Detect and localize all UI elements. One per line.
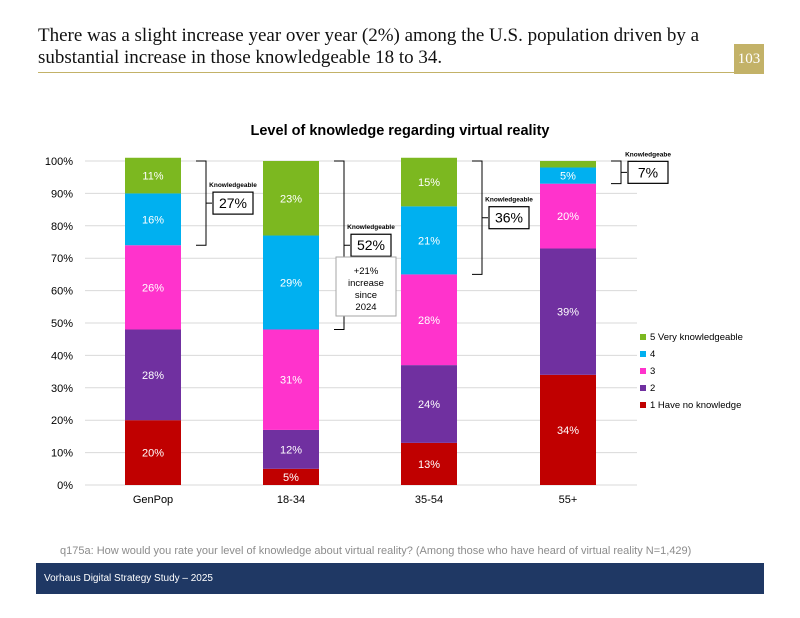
- page-number: 103: [734, 44, 764, 74]
- annotation-line-2: increase: [348, 278, 384, 289]
- legend-label: 2: [650, 383, 655, 394]
- data-label: 39%: [557, 307, 579, 319]
- data-label: 5%: [283, 472, 299, 484]
- bracket: [611, 160, 627, 185]
- legend-label: 4: [650, 349, 655, 360]
- bar-segment: [263, 329, 319, 430]
- legend-swatch: [640, 402, 646, 408]
- bar-segment: [263, 468, 319, 485]
- knowledgeable-value-box: [212, 191, 254, 215]
- data-label: 12%: [280, 444, 302, 456]
- annotation-line-1: +21%: [354, 266, 379, 277]
- y-tick-label: 90%: [51, 188, 73, 200]
- bar-segment: [540, 167, 596, 184]
- data-label: 21%: [418, 235, 440, 247]
- data-label: 16%: [142, 214, 164, 226]
- data-label: 15%: [418, 177, 440, 189]
- data-label: 28%: [142, 370, 164, 382]
- x-tick-label: 18-34: [277, 494, 305, 506]
- y-tick-label: 50%: [51, 318, 73, 330]
- data-label: 29%: [280, 278, 302, 290]
- question-footnote: q175a: How would you rate your level of …: [60, 545, 692, 557]
- knowledgeable-label: Knowledgeabe: [625, 151, 671, 158]
- legend-swatch: [640, 385, 646, 391]
- data-label: 23%: [280, 193, 302, 205]
- knowledgeable-value: 52%: [357, 237, 385, 253]
- data-label: 31%: [280, 375, 302, 387]
- legend-swatch: [640, 334, 646, 340]
- legend-swatch: [640, 368, 646, 374]
- headline-divider: [38, 72, 734, 73]
- annotation-box: [335, 256, 397, 317]
- data-label: 24%: [418, 399, 440, 411]
- x-tick-label: GenPop: [133, 494, 173, 506]
- data-label: 5%: [560, 171, 576, 183]
- y-tick-label: 80%: [51, 221, 73, 233]
- y-axis-ticks: 0% 10% 20% 30% 40% 50% 60% 70% 80% 90% 100%: [45, 156, 73, 492]
- y-tick-label: 100%: [45, 156, 73, 168]
- y-tick-label: 0%: [57, 480, 73, 492]
- bracket: [196, 160, 212, 246]
- bar-segment: [540, 374, 596, 485]
- bracket: [472, 160, 488, 275]
- slide-headline: There was a slight increase year over ye…: [38, 25, 700, 68]
- data-label: 13%: [418, 459, 440, 471]
- x-tick-label: 55+: [559, 494, 578, 506]
- bar-segment: [125, 420, 181, 485]
- bar-segment: [540, 161, 596, 168]
- footer-bar: Vorhaus Digital Strategy Study – 2025: [36, 563, 764, 594]
- data-label: 20%: [142, 448, 164, 460]
- data-label: 20%: [557, 211, 579, 223]
- knowledgeable-value: 36%: [495, 210, 523, 226]
- increase-annotation: +21% increase since 2024: [335, 256, 397, 317]
- bar-segment: [401, 206, 457, 275]
- x-axis-ticks: GenPop 18-34 35-54 55+: [133, 494, 578, 506]
- x-tick-label: 35-54: [415, 494, 443, 506]
- stacked-bar-chart: Level of knowledge regarding virtual rea…: [45, 123, 743, 506]
- legend-label: 5 Very knowledgeable: [650, 332, 743, 343]
- knowledgeable-value-box: [627, 160, 669, 184]
- bar-segment: [401, 442, 457, 485]
- bar-segment: [125, 157, 181, 194]
- knowledgeable-label: Knowledgeable: [485, 197, 533, 204]
- data-label: 34%: [557, 425, 579, 437]
- bracket: [334, 160, 350, 330]
- legend-swatch: [640, 351, 646, 357]
- knowledgeable-value: 27%: [219, 195, 247, 211]
- legend: 5 Very knowledgeable 4 3 2 1 Have no knowled…: [640, 332, 743, 411]
- y-tick-label: 70%: [51, 253, 73, 265]
- bar-segment: [540, 183, 596, 249]
- bar-segment: [125, 193, 181, 246]
- knowledgeable-value-box: [488, 206, 530, 230]
- bar-segment: [263, 235, 319, 330]
- chart-title: Level of knowledge regarding virtual rea…: [251, 123, 550, 139]
- bar-segment: [401, 157, 457, 207]
- bar-segment: [125, 329, 181, 421]
- footer-text: Vorhaus Digital Strategy Study – 2025: [44, 573, 213, 584]
- annotation-line-3: since: [355, 290, 377, 301]
- knowledgeable-value-box: [350, 233, 392, 257]
- bar-segment: [263, 161, 319, 236]
- bars: 20% 28% 26% 16% 11% 5% 12% 31% 29% 23% 13% 24% 28% 21…: [125, 157, 596, 485]
- bar-segment: [263, 429, 319, 469]
- bar-segment: [401, 274, 457, 366]
- legend-label: 1 Have no knowledge: [650, 400, 741, 411]
- knowledgeable-brackets: 27% Knowledgeable 52% Knowledgeable 36% Knowl…: [196, 151, 671, 330]
- legend-label: 3: [650, 366, 655, 377]
- data-label: 28%: [418, 315, 440, 327]
- knowledgeable-label: Knowledgeable: [209, 182, 257, 189]
- bar-segment: [540, 248, 596, 375]
- knowledgeable-value: 7%: [638, 164, 658, 180]
- annotation-line-4: 2024: [355, 302, 376, 313]
- bar-segment: [125, 245, 181, 330]
- y-tick-label: 40%: [51, 350, 73, 362]
- data-label: 26%: [142, 282, 164, 294]
- bar-segment: [401, 365, 457, 443]
- y-tick-label: 20%: [51, 415, 73, 427]
- y-tick-label: 60%: [51, 286, 73, 298]
- y-tick-label: 10%: [51, 448, 73, 460]
- data-label: 11%: [142, 171, 163, 183]
- knowledgeable-label: Knowledgeable: [347, 224, 395, 231]
- y-tick-label: 30%: [51, 383, 73, 395]
